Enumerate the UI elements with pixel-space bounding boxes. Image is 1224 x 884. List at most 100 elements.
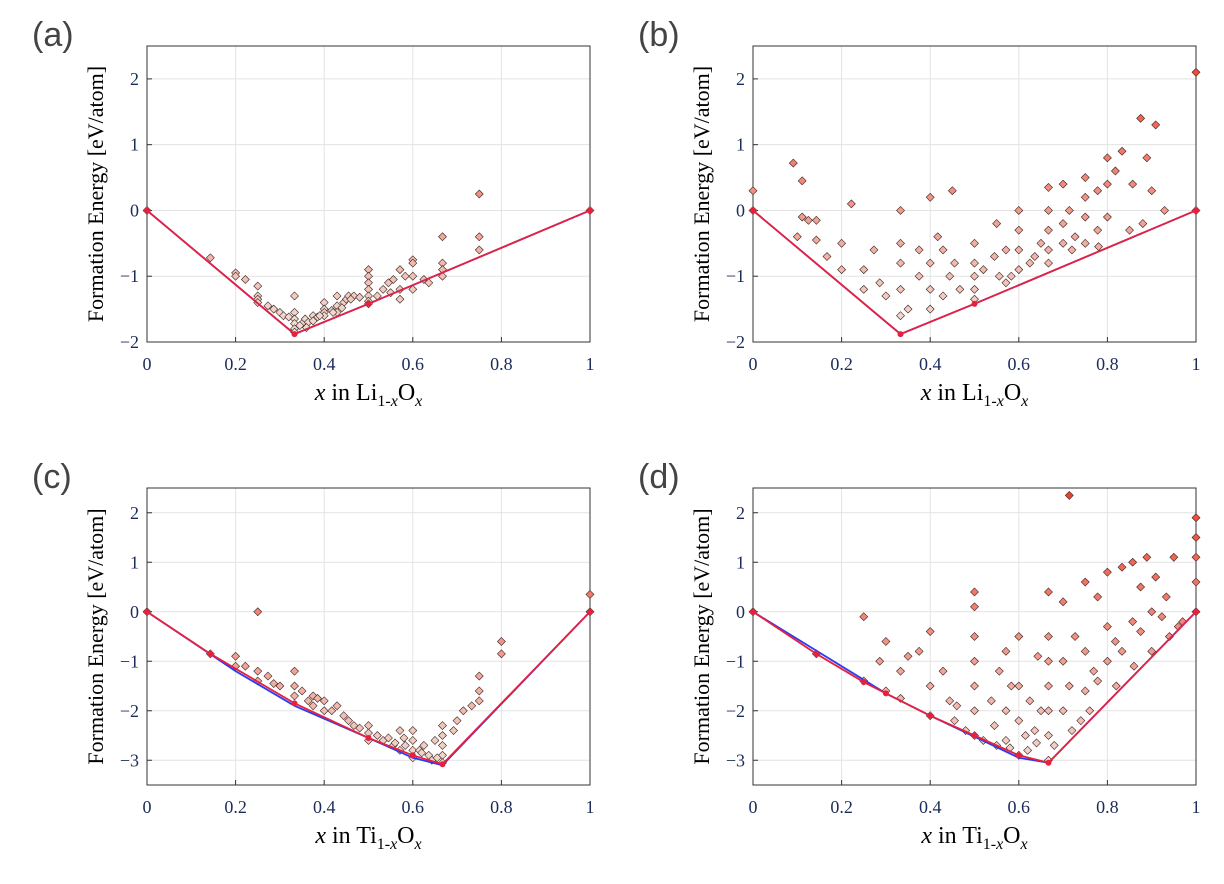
data-point	[408, 271, 418, 281]
data-point	[474, 671, 484, 681]
data-point	[452, 716, 462, 726]
data-point	[925, 681, 935, 691]
data-point	[408, 726, 418, 735]
data-point	[1001, 245, 1011, 255]
hull-vertex	[365, 734, 372, 741]
y-tick-label: 1	[130, 552, 139, 572]
hull-vertex	[587, 608, 593, 615]
data-point	[859, 265, 869, 275]
data-point	[970, 602, 979, 612]
data-point	[327, 706, 337, 716]
data-point	[332, 291, 342, 301]
data-point	[1117, 562, 1127, 572]
chart-c: 0 0.2 0.4 0.6 0.8 1 −3 −2 −1 0 1 2 Formation Energy …	[83, 487, 595, 853]
data-point	[1085, 706, 1095, 716]
panel-label-c: (c)	[32, 458, 72, 496]
data-point	[859, 284, 869, 294]
data-point	[344, 716, 353, 726]
y-axis-label: Formation Energy [eV/atom]	[83, 508, 108, 764]
data-point	[811, 215, 821, 225]
data-point	[1044, 656, 1053, 666]
data-point	[1147, 607, 1157, 617]
data-point	[290, 291, 299, 301]
y-tick-label: −3	[120, 750, 139, 770]
data-point	[1136, 582, 1146, 592]
data-point	[1080, 646, 1090, 656]
data-point	[474, 245, 484, 255]
x-tick-label: 0.2	[830, 354, 853, 374]
data-point	[1014, 225, 1024, 235]
data-point	[1191, 552, 1201, 562]
data-point	[1025, 696, 1035, 706]
data-point	[1036, 238, 1046, 248]
data-point	[474, 232, 484, 242]
data-point	[1067, 245, 1077, 255]
data-point	[950, 258, 959, 268]
hull-vertex	[1193, 608, 1199, 615]
x-tick-label: 0.2	[224, 797, 247, 817]
data-point	[328, 307, 338, 317]
data-point	[1044, 225, 1053, 235]
data-point	[1014, 265, 1024, 275]
data-point	[337, 303, 347, 313]
data-point	[496, 649, 506, 659]
data-point	[1102, 567, 1112, 577]
data-point	[811, 235, 821, 245]
data-point	[1160, 206, 1169, 215]
data-point	[1102, 179, 1112, 189]
y-tick-label: −1	[120, 266, 139, 286]
data-point	[822, 252, 832, 261]
data-point	[950, 716, 959, 726]
data-point	[925, 192, 935, 202]
y-axis-label: Formation Energy [eV/atom]	[689, 66, 714, 322]
data-point	[240, 275, 250, 284]
x-tick-label: 0.8	[1096, 354, 1119, 374]
hull-vertex	[291, 700, 298, 707]
data-point	[1014, 245, 1024, 255]
panel-label-a: (a)	[32, 16, 74, 54]
data-point	[992, 219, 1002, 229]
data-point	[408, 258, 418, 268]
hull-vertex	[1015, 752, 1022, 759]
x-tick-label: 0.4	[919, 354, 942, 374]
data-point	[449, 726, 458, 735]
data-point	[1044, 206, 1053, 215]
data-point	[355, 292, 365, 302]
data-point	[1001, 646, 1011, 656]
x-tick-label: 0.8	[490, 354, 513, 374]
data-point	[319, 706, 329, 716]
x-tick-label: 0	[749, 354, 758, 374]
data-point	[970, 706, 979, 716]
x-tick-label: 1	[1192, 797, 1201, 817]
data-point	[970, 632, 979, 641]
data-point	[1001, 736, 1011, 745]
data-point	[240, 661, 250, 671]
data-point	[978, 265, 988, 275]
data-point	[1044, 258, 1053, 268]
axes-frame	[146, 45, 591, 343]
data-point	[1058, 706, 1068, 716]
data-point	[947, 186, 957, 196]
data-point	[1030, 726, 1040, 735]
data-point	[925, 304, 935, 314]
x-tick-label: 1	[1192, 354, 1201, 374]
data-point	[1191, 513, 1201, 523]
data-point	[1080, 577, 1090, 587]
hull-vertex	[882, 690, 889, 697]
data-point	[990, 721, 999, 731]
data-point	[395, 294, 405, 304]
data-point	[438, 232, 447, 242]
data-point	[1093, 225, 1103, 235]
data-point	[458, 706, 468, 716]
data-point	[1080, 238, 1090, 248]
data-point	[1102, 212, 1112, 222]
data-point	[1014, 681, 1024, 691]
x-tick-label: 0	[143, 354, 152, 374]
data-point	[390, 738, 400, 748]
hull-vertex	[813, 650, 820, 657]
chart-panel-c: (c) 0 0.2 0.4 0.6 0.8 1 −3 −2 −1 0 1 2 Formation Ene…	[0, 442, 612, 884]
data-point	[1102, 656, 1112, 666]
data-point	[1117, 146, 1127, 156]
data-point	[424, 278, 434, 288]
data-point	[263, 301, 273, 311]
